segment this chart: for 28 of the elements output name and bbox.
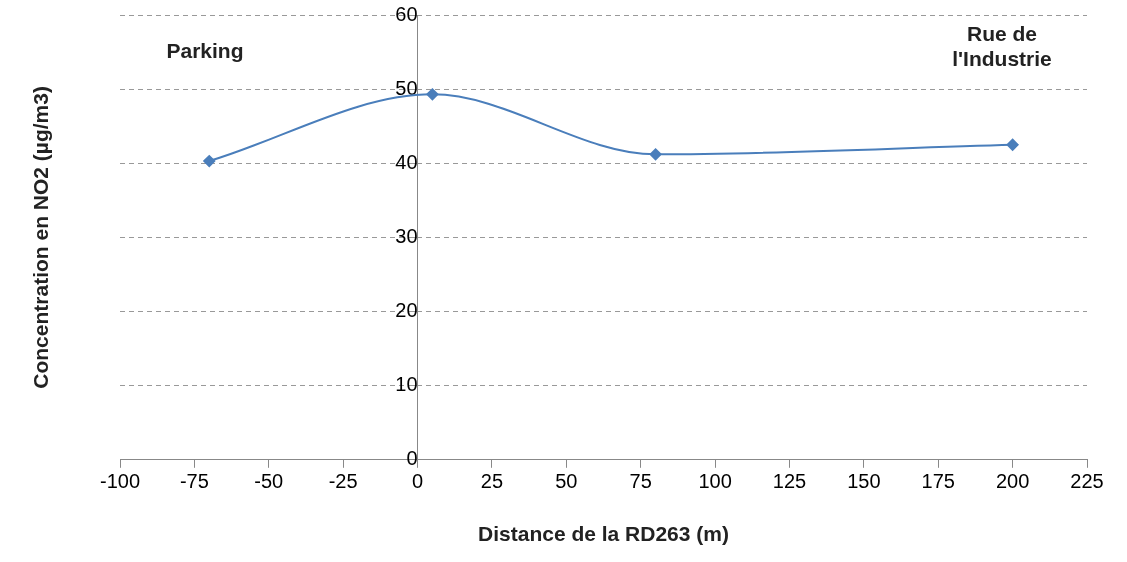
point [426, 88, 439, 101]
y-tick-label: 50 [395, 76, 418, 99]
point [1006, 138, 1019, 151]
x-tick-label: 75 [629, 470, 652, 493]
x-tick-label: 100 [698, 470, 732, 493]
x-axis-title: Distance de la RD263 (m) [478, 522, 729, 546]
annotation: Parking [166, 39, 244, 63]
point [203, 155, 216, 168]
x-tick-label: -25 [328, 470, 358, 493]
x-tick-label: -50 [254, 470, 284, 493]
x-tick-label: 150 [847, 470, 881, 493]
y-tick-label: 30 [395, 224, 418, 247]
point [649, 148, 662, 161]
y-tick-label: 0 [406, 447, 418, 470]
x-tick-label: 200 [995, 470, 1030, 493]
x-tick-label: 50 [555, 470, 578, 493]
annotation: Rue de l'Industrie [952, 22, 1052, 71]
x-tick-label: 175 [921, 470, 955, 493]
y-tick-label: 60 [395, 2, 418, 25]
y-tick-label: 40 [395, 150, 418, 173]
y-tick-label: 20 [395, 299, 418, 322]
x-tick-label: -100 [99, 470, 141, 493]
x-tick-label: 25 [480, 470, 504, 493]
y-tick-label: 10 [395, 373, 418, 396]
x-tick-label: 125 [772, 470, 807, 493]
y-axis-title: Concentration en NO2 (µg/m3) [28, 86, 52, 389]
x-tick-label: 225 [1070, 470, 1104, 493]
x-tick-label: -75 [179, 470, 209, 493]
